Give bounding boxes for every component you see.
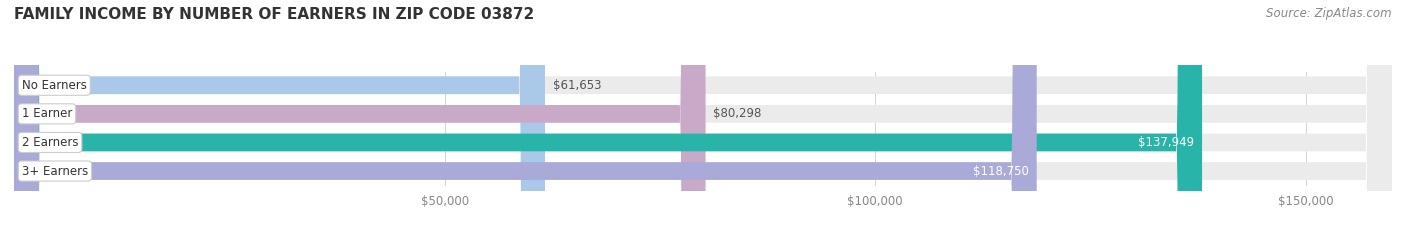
- Text: FAMILY INCOME BY NUMBER OF EARNERS IN ZIP CODE 03872: FAMILY INCOME BY NUMBER OF EARNERS IN ZI…: [14, 7, 534, 22]
- FancyBboxPatch shape: [14, 0, 1392, 233]
- FancyBboxPatch shape: [14, 0, 1202, 233]
- FancyBboxPatch shape: [14, 0, 1036, 233]
- Text: No Earners: No Earners: [22, 79, 87, 92]
- FancyBboxPatch shape: [14, 0, 1392, 233]
- Text: Source: ZipAtlas.com: Source: ZipAtlas.com: [1267, 7, 1392, 20]
- FancyBboxPatch shape: [14, 0, 1392, 233]
- Text: $80,298: $80,298: [713, 107, 762, 120]
- Text: $137,949: $137,949: [1139, 136, 1194, 149]
- Text: 1 Earner: 1 Earner: [22, 107, 72, 120]
- Text: 2 Earners: 2 Earners: [22, 136, 79, 149]
- Text: $118,750: $118,750: [973, 164, 1029, 178]
- Text: $61,653: $61,653: [553, 79, 602, 92]
- FancyBboxPatch shape: [14, 0, 706, 233]
- FancyBboxPatch shape: [14, 0, 546, 233]
- Text: 3+ Earners: 3+ Earners: [22, 164, 89, 178]
- FancyBboxPatch shape: [14, 0, 1392, 233]
